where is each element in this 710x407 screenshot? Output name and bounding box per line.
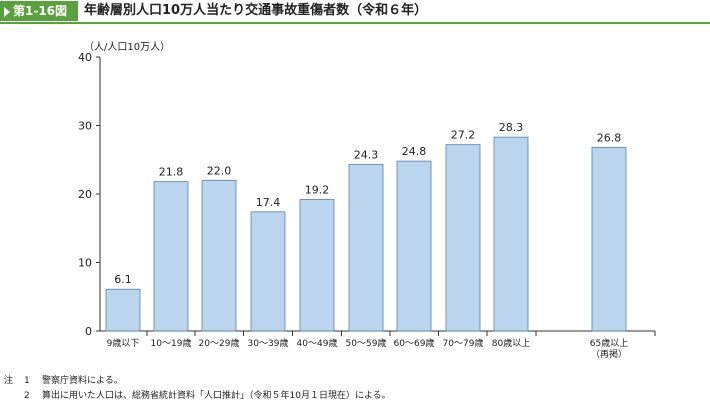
note-number: 1: [24, 376, 30, 386]
bar-value-label: 27.2: [451, 129, 476, 142]
category-label: 30～39歳: [248, 337, 289, 349]
category-label: 70～79歳: [443, 337, 484, 349]
category-label: 10～19歳: [151, 337, 192, 349]
bar-value-label: 22.0: [207, 164, 232, 177]
figure-header: 第1-16図 年齢層別人口10万人当たり交通事故重傷者数（令和６年）: [0, 0, 710, 24]
y-tick-label: 40: [78, 51, 92, 64]
triangle-icon: [4, 6, 10, 17]
category-label: 80歳以上: [492, 337, 530, 349]
bar-value-label: 21.8: [159, 166, 184, 179]
y-axis-unit-label: （人/人口10万人）: [84, 42, 171, 53]
bar: [445, 144, 481, 332]
bar-value-label: 26.8: [597, 131, 622, 144]
category-label: 50～59歳: [346, 337, 387, 349]
note-text: 算出に用いた人口は、総務省統計資料「人口推計」（令和５年10月１日現在）による。: [42, 391, 391, 401]
y-tick-label: 30: [78, 120, 92, 133]
note-text: 警察庁資料による。: [42, 376, 123, 386]
category-label: 40～49歳: [297, 337, 338, 349]
note-2: 2 算出に用いた人口は、総務省統計資料「人口推計」（令和５年10月１日現在）による…: [4, 389, 391, 404]
note-label: 注: [4, 376, 14, 386]
category-label: 9歳以下: [107, 337, 140, 349]
note-1: 注 1 警察庁資料による。: [4, 374, 391, 389]
bar: [250, 211, 286, 332]
y-tick-label: 20: [78, 188, 92, 201]
bar: [201, 179, 237, 332]
bar-value-label: 19.2: [305, 183, 330, 196]
notes-section: 注 1 警察庁資料による。 2 算出に用いた人口は、総務省統計資料「人口推計」（令和５…: [4, 374, 391, 404]
category-label: 60～69歳: [394, 337, 435, 349]
figure-number: 第1-16図: [13, 4, 68, 18]
y-tick-label: 10: [78, 257, 92, 270]
category-label: （再掲）: [591, 349, 627, 360]
category-label: 65歳以上: [590, 337, 628, 349]
figure-title: 年齢層別人口10万人当たり交通事故重傷者数（令和６年）: [84, 3, 428, 18]
bar-value-label: 24.3: [354, 149, 379, 162]
y-tick-label: 0: [85, 325, 92, 338]
bar: [493, 136, 529, 332]
category-label: 20～29歳: [199, 337, 240, 349]
bar: [348, 164, 384, 332]
header-divider: [0, 22, 710, 24]
note-number: 2: [24, 391, 30, 401]
bar-chart: 0 10 20 30 40 6.1 9歳以下 21.8 10～19歳 22.0 20～29歳 17.4…: [78, 51, 656, 360]
bar: [105, 288, 141, 332]
bar: [299, 199, 335, 332]
bar-value-label: 17.4: [256, 196, 281, 209]
figure-label: 第1-16図: [0, 1, 78, 21]
bar-value-label: 24.8: [402, 145, 427, 158]
bar-value-label: 6.1: [114, 273, 132, 286]
bar-value-label: 28.3: [499, 121, 524, 134]
bar: [591, 147, 627, 332]
bar: [396, 160, 432, 332]
bar: [153, 181, 189, 332]
